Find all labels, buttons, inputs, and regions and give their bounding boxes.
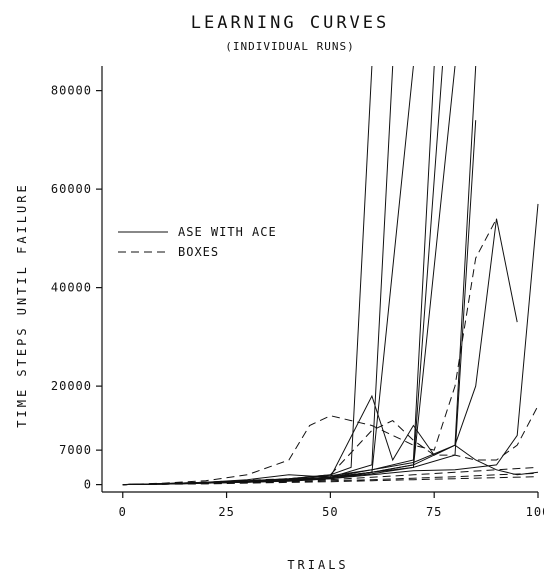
legend: ASE WITH ACE BOXES [118,225,277,259]
ase-ace-run-line-9 [122,203,539,486]
y-tick-label: 20000 [51,379,92,393]
ase-ace-run-line-2 [122,65,414,486]
x-tick-label: 50 [322,505,338,519]
x-tick-label: 75 [426,505,442,519]
ase-ace-run-line-1 [122,65,394,486]
tick-labels: 0 25 50 75 100 0 7000 20000 40000 60000 80000 [51,84,544,519]
y-axis-label: TIME STEPS UNTIL FAILURE [15,182,29,427]
ase-ace-run-line-3 [122,65,435,486]
ase-ace-run-line-7 [122,120,477,486]
y-tick-label: 60000 [51,182,92,196]
chart-subtitle: (INDIVIDUAL RUNS) [225,40,355,53]
ase-ace-run-line-0 [122,65,373,486]
legend-label-boxes: BOXES [178,245,219,259]
legend-label-ase-with-ace: ASE WITH ACE [178,225,277,239]
boxes-run-line-11 [122,218,497,486]
y-tick-label: 0 [84,478,92,492]
chart-title: LEARNING CURVES [191,13,390,33]
x-axis-label: TRIALS [287,558,348,572]
boxes-run-line-12 [122,405,539,486]
x-tick-label: 0 [119,505,127,519]
series-group [122,65,539,486]
y-tick-label: 7000 [59,443,92,457]
y-tick-label: 40000 [51,281,92,295]
y-tick-label: 80000 [51,84,92,98]
x-tick-label: 25 [218,505,234,519]
boxes-run-line-15 [122,476,539,486]
axes [96,66,539,498]
x-tick-label: 100 [526,505,544,519]
ase-ace-run-line-5 [122,65,456,486]
